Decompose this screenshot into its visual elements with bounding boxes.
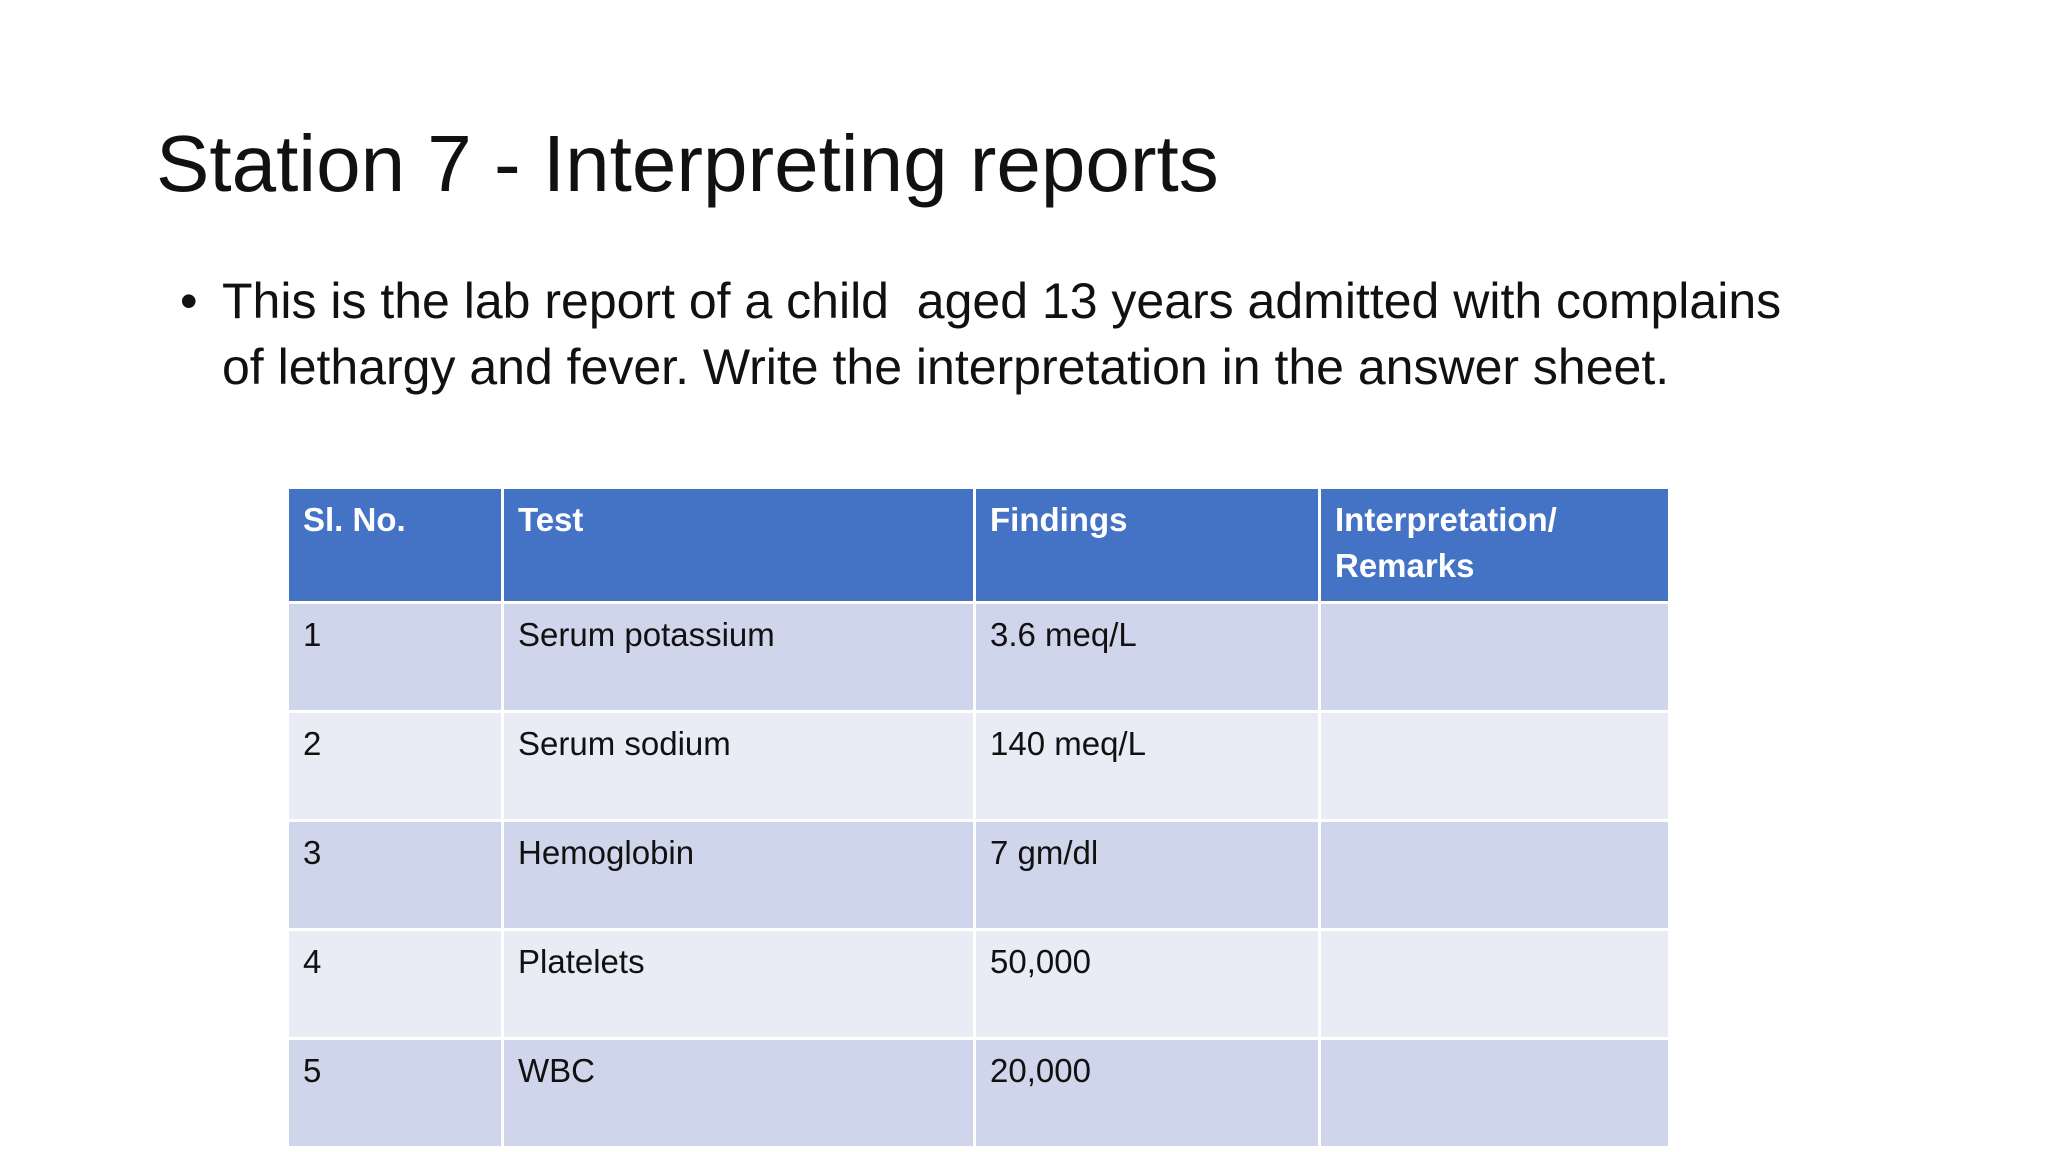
lab-table: Sl. No. Test Findings Interpretation/ Remar… <box>286 486 1671 1149</box>
bullet-text: This is the lab report of a child aged 1… <box>222 273 1796 395</box>
table-cell: 4 <box>286 928 504 1040</box>
header-cell: Sl. No. <box>286 486 504 604</box>
header-row: Sl. No. Test Findings Interpretation/ Remar… <box>286 486 1671 604</box>
empty-cell <box>1318 601 1671 713</box>
table-cell: Hemoglobin <box>501 819 976 931</box>
table-row: 2 Serum sodium 140 meq/L <box>286 710 1671 822</box>
empty-cell <box>1318 819 1671 931</box>
table-cell: 7 gm/dl <box>973 819 1321 931</box>
table-cell: Platelets <box>501 928 976 1040</box>
table-cell: Serum potassium <box>501 601 976 713</box>
empty-cell <box>1318 710 1671 822</box>
table-row: 5 WBC 20,000 <box>286 1037 1671 1149</box>
table-cell: 140 meq/L <box>973 710 1321 822</box>
table-cell: Serum sodium <box>501 710 976 822</box>
table-cell: 5 <box>286 1037 504 1149</box>
table-cell: WBC <box>501 1037 976 1149</box>
table-cell: 1 <box>286 601 504 713</box>
table-row: 3 Hemoglobin 7 gm/dl <box>286 819 1671 931</box>
table-cell: 50,000 <box>973 928 1321 1040</box>
slide-title: Station 7 - Interpreting reports <box>156 119 1219 208</box>
header-cell: Findings <box>973 486 1321 604</box>
empty-cell <box>1318 1037 1671 1149</box>
header-cell: Interpretation/ Remarks <box>1318 486 1671 604</box>
table-cell: 20,000 <box>973 1037 1321 1149</box>
header-cell: Test <box>501 486 976 604</box>
table-row: 1 Serum potassium 3.6 meq/L <box>286 601 1671 713</box>
bullet-item: • This is the lab report of a child aged… <box>180 268 1800 400</box>
table-cell: 3 <box>286 819 504 931</box>
bullet-dot: • <box>180 273 198 329</box>
empty-cell <box>1318 928 1671 1040</box>
table-row: 4 Platelets 50,000 <box>286 928 1671 1040</box>
table-cell: 3.6 meq/L <box>973 601 1321 713</box>
table-body: 1 Serum potassium 3.6 meq/L 2 Serum sodium 14… <box>286 601 1671 1149</box>
table-cell: 2 <box>286 710 504 822</box>
